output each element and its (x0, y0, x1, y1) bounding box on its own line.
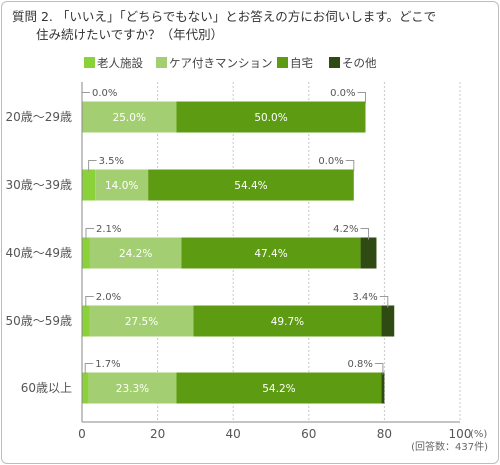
x-tick-label: 20 (150, 427, 165, 441)
bar-value-label: 3.4% (352, 292, 377, 303)
x-tick-label: 40 (226, 427, 241, 441)
legend-label: 老人施設 (97, 56, 143, 70)
legend-swatch (84, 57, 95, 68)
bar-segment (95, 169, 149, 201)
chart-title-line-2: 住み続けたいですか？（年代別） (36, 27, 223, 42)
bar-value-label: 50.0% (254, 112, 287, 124)
x-axis: 0 20 40 60 80 100 (78, 82, 471, 441)
callout-line (85, 228, 94, 240)
bar-value-label: 3.5% (99, 156, 124, 167)
callout-line (379, 296, 389, 308)
legend-item: 老人施設 (84, 56, 143, 70)
bar-value-label: 0.0% (92, 88, 117, 99)
legend-swatch (277, 57, 288, 68)
bar-segment (148, 169, 354, 201)
bar-segment (360, 237, 377, 269)
chart-title-line-1: 質問 2. 「いいえ」「どちらでもない」とお答えの方にお伺いします。どこで (12, 9, 436, 24)
bar-segment (82, 169, 96, 201)
callout-line (360, 228, 370, 240)
bar-segment (181, 237, 361, 269)
bar-value-label: 0.0% (330, 88, 355, 99)
legend-item: 自宅 (277, 56, 313, 70)
bar-value-label: 23.3% (116, 383, 149, 395)
bar-segment (89, 237, 182, 269)
category-label: 50歳〜59歳 (5, 314, 72, 328)
bar-value-label: 24.2% (119, 248, 152, 260)
category-label: 30歳〜39歳 (5, 178, 72, 192)
legend: 老人施設 ケア付きマンション 自宅 その他 (84, 56, 377, 70)
x-tick-label: 60 (301, 427, 316, 441)
bar-value-label: 49.7% (271, 316, 304, 328)
bar-value-label: 54.2% (262, 383, 295, 395)
bar-value-label: 25.0% (113, 112, 146, 124)
bar-value-label: 54.4% (234, 180, 267, 192)
bar-segment (82, 305, 90, 337)
bar-value-label: 0.0% (318, 156, 343, 167)
bar-value-label: 2.1% (96, 224, 121, 235)
bar-value-label: 4.2% (333, 224, 358, 235)
bar-value-label: 47.4% (254, 248, 287, 260)
bar-value-label: 0.8% (347, 359, 372, 370)
category-label: 20歳〜29歳 (5, 110, 72, 124)
bars: 20歳〜29歳 25.0% 50.0% 0.0% 0.0% 30歳〜39歳 14.0% 54.… (5, 88, 395, 404)
bar-segment (82, 372, 89, 404)
bar-segment (176, 372, 382, 404)
legend-label: ケア付きマンション (169, 56, 273, 70)
callout-line (84, 363, 94, 375)
bar-value-label: 14.0% (105, 180, 138, 192)
category-label: 40歳〜49歳 (5, 246, 72, 260)
bar-segment (193, 305, 382, 337)
bar-segment (82, 237, 90, 269)
response-count-note: (回答数：437件) (411, 440, 488, 453)
bar-value-label: 1.7% (95, 359, 120, 370)
legend-swatch (329, 57, 340, 68)
legend-label: その他 (342, 56, 377, 70)
bar-segment (89, 305, 194, 337)
bar-segment (176, 101, 366, 133)
bar-value-label: 27.5% (125, 316, 158, 328)
bar-value-label: 2.0% (96, 292, 121, 303)
x-tick-label: 80 (377, 427, 392, 441)
callout-line (85, 296, 94, 308)
callout-line (88, 160, 97, 172)
legend-item: ケア付きマンション (156, 56, 273, 70)
bar-segment (88, 372, 177, 404)
callout-line (345, 160, 355, 172)
legend-item: その他 (329, 56, 377, 70)
x-tick-label: 100 (449, 427, 472, 441)
axis-unit: (%) (470, 429, 487, 440)
callout-line (374, 363, 384, 375)
x-tick-label: 0 (78, 427, 86, 441)
bar-segment (82, 101, 177, 133)
bar-segment (381, 305, 395, 337)
legend-label: 自宅 (290, 56, 313, 70)
callout-line (357, 92, 366, 104)
legend-swatch (156, 57, 167, 68)
category-label: 60歳以上 (21, 381, 72, 395)
bar-segment (381, 372, 385, 404)
